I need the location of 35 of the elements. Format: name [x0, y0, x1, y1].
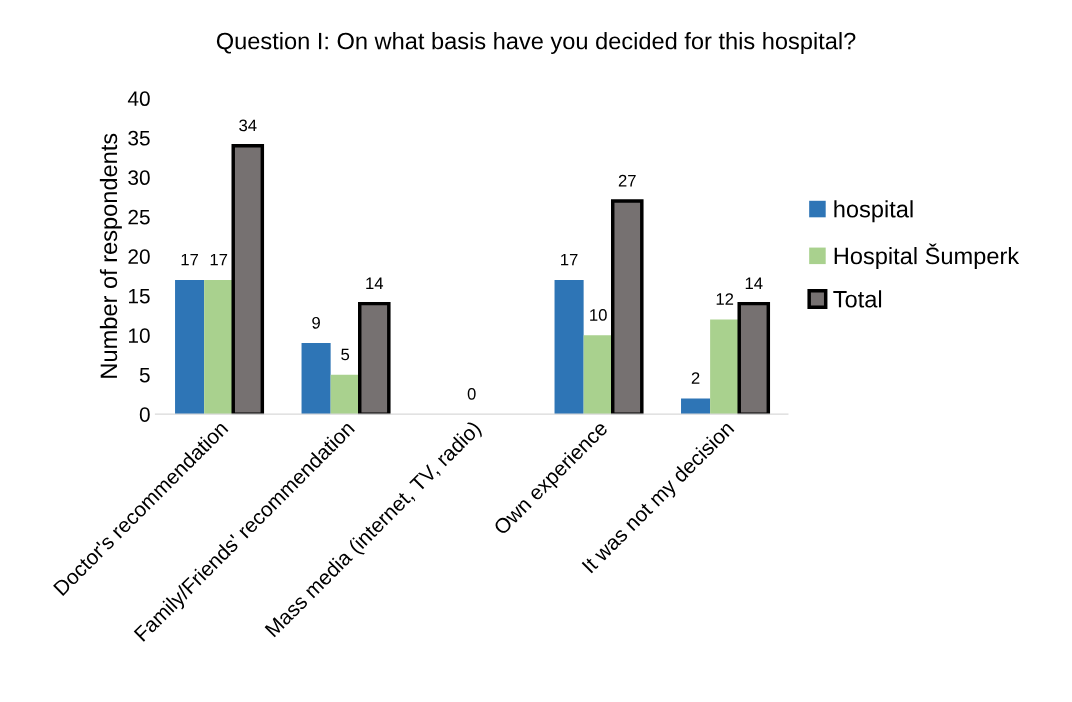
y-tick-label: 15 [129, 288, 150, 304]
y-tick-label: 25 [128, 209, 150, 225]
y-tick-label: 35 [128, 130, 150, 146]
data-label: 17 [210, 253, 228, 266]
y-axis-title: Number of respondents [99, 133, 122, 378]
y-tick-label: 0 [139, 407, 150, 422]
bar [301, 343, 331, 415]
data-label: 10 [590, 309, 607, 321]
legend-label: Hospital Šumperk [834, 243, 1020, 269]
data-label: 5 [341, 348, 350, 361]
legend-label: hospital [834, 200, 913, 223]
bar [175, 279, 205, 415]
chart-title: Question I: On what basis have you decided for this hospital? [216, 32, 856, 55]
bar [583, 335, 613, 415]
data-label: 12 [716, 293, 734, 305]
data-label: 17 [181, 253, 199, 266]
y-tick-label: 5 [139, 367, 150, 383]
bar [554, 279, 584, 415]
data-label: 34 [239, 119, 257, 132]
data-label: 0 [467, 387, 476, 400]
data-label: 27 [618, 174, 636, 187]
y-tick-label: 10 [129, 328, 150, 343]
legend-label: Total [833, 290, 882, 308]
y-tick-label: 20 [128, 249, 150, 264]
data-label: 14 [745, 277, 763, 290]
bar [710, 319, 740, 415]
data-label: 2 [691, 372, 700, 384]
y-tick-label: 40 [127, 91, 150, 107]
bar [330, 374, 360, 415]
y-tick-label: 30 [128, 170, 150, 186]
data-label: 9 [312, 316, 320, 329]
data-label: 14 [366, 277, 384, 290]
bar [681, 398, 711, 415]
bar [204, 279, 234, 415]
data-label: 17 [561, 253, 578, 266]
